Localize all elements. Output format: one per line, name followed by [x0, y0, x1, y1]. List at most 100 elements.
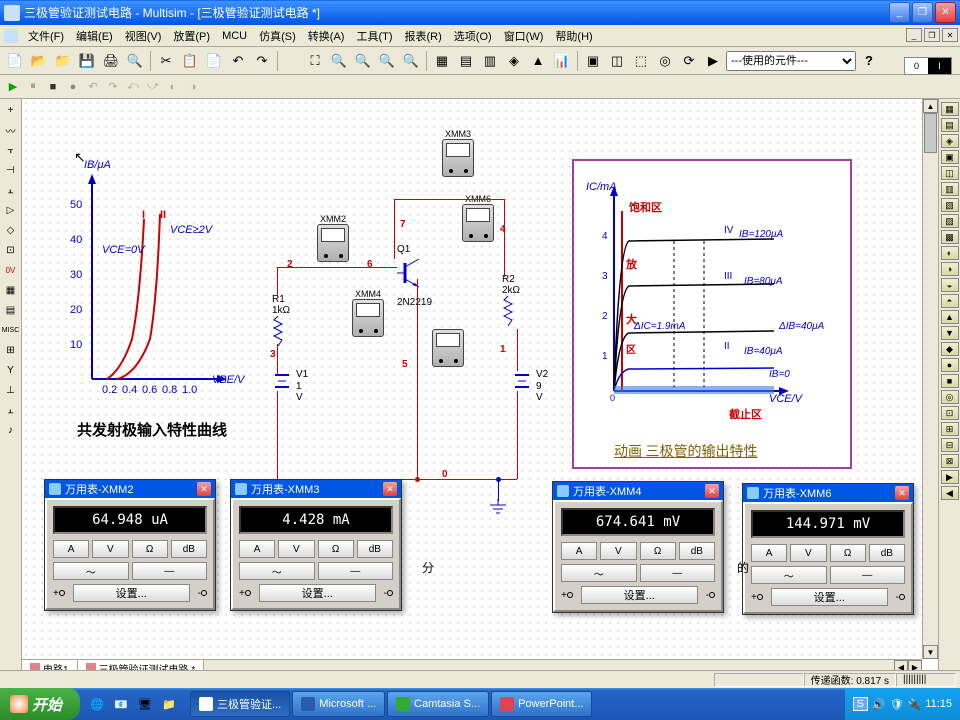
tray-icon-3[interactable]: 🔌: [908, 698, 922, 711]
btn-a[interactable]: A: [751, 544, 787, 562]
terminal-plus[interactable]: [757, 594, 763, 600]
btn-db[interactable]: dB: [679, 542, 715, 560]
lt-8[interactable]: ⊡: [2, 242, 20, 258]
menu-transfer[interactable]: 转换(A): [302, 26, 351, 46]
mdi-minimize[interactable]: _: [906, 28, 922, 42]
rt-18[interactable]: ■: [941, 374, 959, 388]
instrument-xmm4[interactable]: 万用表-XMM4✕ 674.641 mV A V Ω dB 〜 — +: [552, 481, 724, 613]
xmm6-meter[interactable]: XMM6: [462, 194, 494, 242]
btn-db[interactable]: dB: [869, 544, 905, 562]
btn-a[interactable]: A: [561, 542, 597, 560]
btn-a[interactable]: A: [53, 540, 89, 558]
open2-button[interactable]: 📁: [52, 50, 74, 72]
menu-options[interactable]: 选项(O): [448, 26, 498, 46]
rt-9[interactable]: ▩: [941, 230, 959, 244]
tb-a[interactable]: ▦: [431, 50, 453, 72]
btn-settings[interactable]: 设置...: [581, 586, 698, 604]
lt-14[interactable]: Y: [2, 362, 20, 378]
stop-button[interactable]: ■: [44, 78, 62, 96]
s3[interactable]: ⤺: [124, 78, 142, 96]
btn-settings[interactable]: 设置...: [771, 588, 888, 606]
tb-d[interactable]: ◈: [503, 50, 525, 72]
rt-8[interactable]: ▨: [941, 214, 959, 228]
inst-close[interactable]: ✕: [895, 486, 909, 500]
run-button[interactable]: ▶: [4, 78, 22, 96]
open-button[interactable]: 📂: [28, 50, 50, 72]
btn-dc[interactable]: —: [318, 562, 394, 580]
rec-button[interactable]: ●: [64, 78, 82, 96]
s4[interactable]: ⤻: [144, 78, 162, 96]
btn-ohm[interactable]: Ω: [640, 542, 676, 560]
rt-12[interactable]: ◒: [941, 278, 959, 292]
zoomarea-button[interactable]: 🔍: [376, 50, 398, 72]
lang-indicator[interactable]: S: [853, 697, 868, 711]
vertical-scrollbar[interactable]: ▲ ▼: [922, 99, 938, 659]
xmm3-meter[interactable]: XMM3: [442, 129, 474, 177]
rt-24[interactable]: ▶: [941, 470, 959, 484]
rt-17[interactable]: ●: [941, 358, 959, 372]
tb-k[interactable]: ⟳: [678, 50, 700, 72]
r1-resistor[interactable]: R1 1kΩ: [272, 294, 290, 349]
lt-12[interactable]: MISC: [2, 322, 20, 338]
maximize-button[interactable]: ❐: [912, 2, 933, 23]
btn-db[interactable]: dB: [357, 540, 393, 558]
tb-i[interactable]: ⬚: [630, 50, 652, 72]
save-button[interactable]: 💾: [76, 50, 98, 72]
instrument-xmm3[interactable]: 万用表-XMM3✕ 4.428 mA A V Ω dB 〜 — +: [230, 479, 402, 611]
rt-16[interactable]: ◆: [941, 342, 959, 356]
paste-button[interactable]: 📄: [203, 50, 225, 72]
s2[interactable]: ↷: [104, 78, 122, 96]
instrument-xmm6[interactable]: 万用表-XMM6✕ 144.971 mV A V Ω dB 〜 — +: [742, 483, 914, 615]
menu-window[interactable]: 窗口(W): [498, 26, 550, 46]
xmm2-meter[interactable]: XMM2: [317, 214, 349, 262]
scroll-thumb-v[interactable]: [924, 113, 937, 153]
rt-13[interactable]: ◓: [941, 294, 959, 308]
start-button[interactable]: 开始: [0, 688, 80, 720]
tb-f[interactable]: 📊: [551, 50, 573, 72]
ql-2[interactable]: 📧: [110, 692, 132, 716]
task-multisim[interactable]: 三极管验证...: [190, 691, 290, 717]
terminal-minus[interactable]: [387, 590, 393, 596]
terminal-plus[interactable]: [59, 590, 65, 596]
btn-db[interactable]: dB: [171, 540, 207, 558]
zoomin-button[interactable]: 🔍: [328, 50, 350, 72]
lt-10[interactable]: ▦: [2, 282, 20, 298]
lt-5[interactable]: ⫠: [2, 182, 20, 198]
clock[interactable]: 11:15: [925, 698, 952, 710]
help-button[interactable]: ?: [858, 50, 880, 72]
lt-11[interactable]: ▤: [2, 302, 20, 318]
rt-23[interactable]: ⊠: [941, 454, 959, 468]
xmm5-meter[interactable]: [432, 329, 464, 367]
rt-25[interactable]: ◀: [941, 486, 959, 500]
inst-close[interactable]: ✕: [383, 482, 397, 496]
terminal-minus[interactable]: [899, 594, 905, 600]
lt-1[interactable]: +: [2, 102, 20, 118]
tb-h[interactable]: ◫: [606, 50, 628, 72]
menu-reports[interactable]: 报表(R): [399, 26, 448, 46]
lt-2[interactable]: 〰: [2, 122, 20, 138]
btn-v[interactable]: V: [600, 542, 636, 560]
rt-10[interactable]: ◐: [941, 246, 959, 260]
fullscreen-button[interactable]: ⛶: [304, 50, 326, 72]
lt-15[interactable]: ⊥: [2, 382, 20, 398]
tray-icon-1[interactable]: 🔊: [872, 698, 886, 711]
redo-button[interactable]: ↷: [251, 50, 273, 72]
menu-edit[interactable]: 编辑(E): [70, 26, 119, 46]
print-button[interactable]: 🖨: [100, 50, 122, 72]
task-camtasia[interactable]: Camtasia S...: [387, 691, 489, 717]
tb-g[interactable]: ▣: [582, 50, 604, 72]
lt-9[interactable]: 0V: [2, 262, 20, 278]
zoomfit-button[interactable]: 🔍: [400, 50, 422, 72]
btn-settings[interactable]: 设置...: [259, 584, 376, 602]
btn-settings[interactable]: 设置...: [73, 584, 190, 602]
rt-21[interactable]: ⊞: [941, 422, 959, 436]
task-ppt[interactable]: PowerPoint...: [491, 691, 592, 717]
component-select[interactable]: ---使用的元件---: [726, 51, 856, 71]
system-tray[interactable]: S 🔊 🛡 🔌 11:15: [845, 688, 960, 720]
btn-a[interactable]: A: [239, 540, 275, 558]
s5[interactable]: ◐: [164, 78, 182, 96]
xmm4-meter[interactable]: XMM4: [352, 289, 384, 337]
s1[interactable]: ↶: [84, 78, 102, 96]
menu-place[interactable]: 放置(P): [167, 26, 216, 46]
mdi-close[interactable]: ✕: [942, 28, 958, 42]
